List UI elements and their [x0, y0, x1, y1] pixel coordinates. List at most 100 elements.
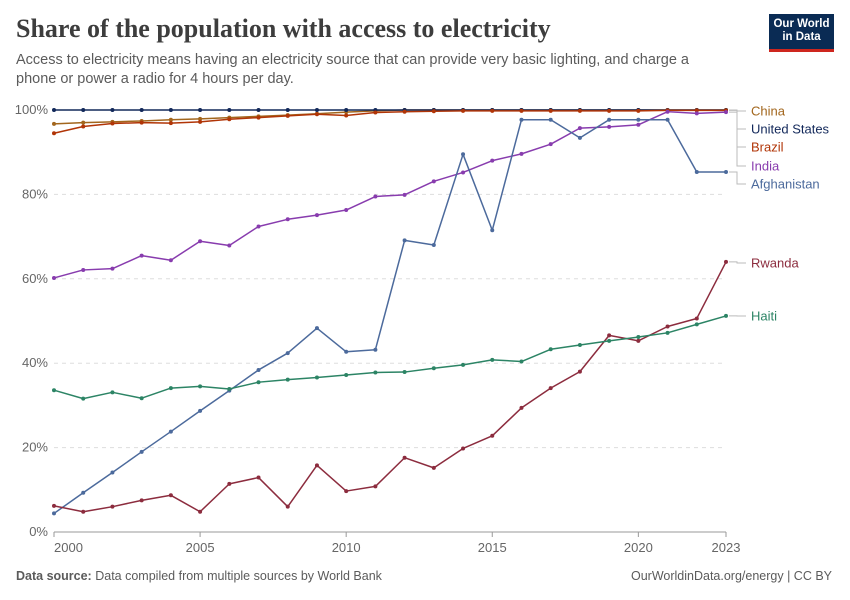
data-point-rwanda: [607, 333, 612, 338]
data-point-rwanda: [431, 465, 436, 470]
owid-logo[interactable]: Our World in Data: [769, 14, 834, 52]
gridlines: [54, 109, 726, 533]
data-point-india: [314, 213, 319, 218]
data-point-haiti: [139, 396, 144, 401]
data-point-afghanistan: [607, 117, 612, 122]
data-point-india: [636, 122, 641, 127]
data-point-haiti: [694, 322, 699, 327]
data-point-haiti: [636, 335, 641, 340]
data-point-rwanda: [139, 498, 144, 503]
data-point-brazil: [110, 121, 115, 126]
data-point-afghanistan: [373, 347, 378, 352]
series-line-india: [53, 110, 727, 279]
data-point-brazil: [344, 113, 349, 118]
data-point-rwanda: [168, 493, 173, 498]
series-label-rwanda: Rwanda: [751, 256, 799, 271]
data-point-united-states: [139, 108, 144, 112]
data-point-brazil: [519, 108, 524, 113]
data-point-afghanistan: [724, 170, 728, 175]
data-point-rwanda: [724, 259, 728, 264]
data-point-haiti: [461, 362, 466, 367]
data-point-rwanda: [402, 455, 407, 460]
data-point-brazil: [314, 112, 319, 117]
data-point-india: [168, 258, 173, 263]
data-point-united-states: [285, 108, 290, 112]
data-point-afghanistan: [198, 408, 203, 413]
data-point-afghanistan: [548, 117, 553, 122]
data-point-united-states: [168, 108, 173, 112]
series-label-brazil: Brazil: [751, 140, 784, 155]
data-point-china: [81, 120, 86, 125]
y-tick-label: 100%: [15, 102, 49, 117]
series-lines: [52, 108, 728, 516]
credit-link[interactable]: OurWorldinData.org/energy | CC BY: [630, 569, 832, 583]
data-point-united-states: [52, 108, 56, 112]
data-point-rwanda: [519, 405, 524, 410]
data-point-china: [168, 117, 173, 122]
label-leader-rwanda: [729, 261, 746, 264]
y-tick-label: 40%: [22, 355, 48, 370]
label-leader-india: [729, 111, 746, 167]
data-point-india: [548, 142, 553, 147]
data-point-afghanistan: [81, 490, 86, 495]
series-line-rwanda: [53, 261, 727, 513]
series-line-haiti: [53, 315, 727, 400]
data-point-rwanda: [490, 433, 495, 438]
data-point-afghanistan: [52, 511, 56, 516]
x-tick-label: 2015: [478, 540, 507, 555]
data-point-haiti: [548, 347, 553, 352]
data-point-haiti: [314, 375, 319, 380]
series-label-afghanistan: Afghanistan: [751, 177, 820, 192]
data-point-brazil: [285, 113, 290, 118]
data-point-brazil: [461, 108, 466, 113]
data-point-afghanistan: [431, 243, 436, 248]
y-tick-label: 0%: [29, 524, 48, 539]
data-point-afghanistan: [519, 117, 524, 122]
data-point-rwanda: [110, 504, 115, 509]
data-point-united-states: [227, 108, 232, 112]
data-point-india: [256, 224, 261, 229]
series-label-haiti: Haiti: [751, 309, 777, 324]
data-point-india: [52, 275, 56, 280]
data-point-united-states: [81, 108, 86, 112]
data-point-brazil: [52, 131, 56, 136]
series-label-united-states: United States: [751, 122, 830, 137]
data-source: Data source: Data compiled from multiple…: [16, 569, 382, 583]
data-point-afghanistan: [344, 349, 349, 354]
data-point-afghanistan: [168, 429, 173, 434]
data-point-china: [198, 116, 203, 121]
data-point-rwanda: [227, 481, 232, 486]
data-point-brazil: [373, 110, 378, 115]
data-point-rwanda: [577, 369, 582, 374]
data-point-haiti: [256, 380, 261, 385]
data-point-haiti: [577, 343, 582, 348]
data-point-india: [665, 109, 670, 114]
data-point-haiti: [373, 370, 378, 375]
data-point-united-states: [344, 108, 349, 112]
data-point-afghanistan: [694, 170, 699, 175]
y-tick-label: 60%: [22, 271, 48, 286]
data-point-rwanda: [548, 386, 553, 391]
data-point-haiti: [344, 373, 349, 378]
data-point-india: [694, 111, 699, 116]
data-point-rwanda: [373, 484, 378, 489]
data-point-brazil: [694, 108, 699, 113]
data-point-india: [431, 179, 436, 184]
data-point-rwanda: [314, 463, 319, 468]
data-point-china: [52, 121, 56, 126]
data-point-brazil: [607, 108, 612, 113]
data-point-haiti: [198, 384, 203, 389]
data-point-united-states: [314, 108, 319, 112]
data-point-brazil: [636, 108, 641, 113]
data-point-afghanistan: [110, 470, 115, 475]
data-point-rwanda: [198, 509, 203, 514]
data-point-rwanda: [81, 509, 86, 514]
data-point-brazil: [81, 124, 86, 129]
data-point-united-states: [198, 108, 203, 112]
data-point-india: [577, 126, 582, 131]
x-axis-ticks: 2000 2005 2010 2015 2020 2023: [53, 532, 740, 555]
data-point-india: [724, 110, 728, 115]
data-point-rwanda: [636, 338, 641, 343]
data-point-india: [139, 253, 144, 258]
data-point-haiti: [607, 338, 612, 343]
